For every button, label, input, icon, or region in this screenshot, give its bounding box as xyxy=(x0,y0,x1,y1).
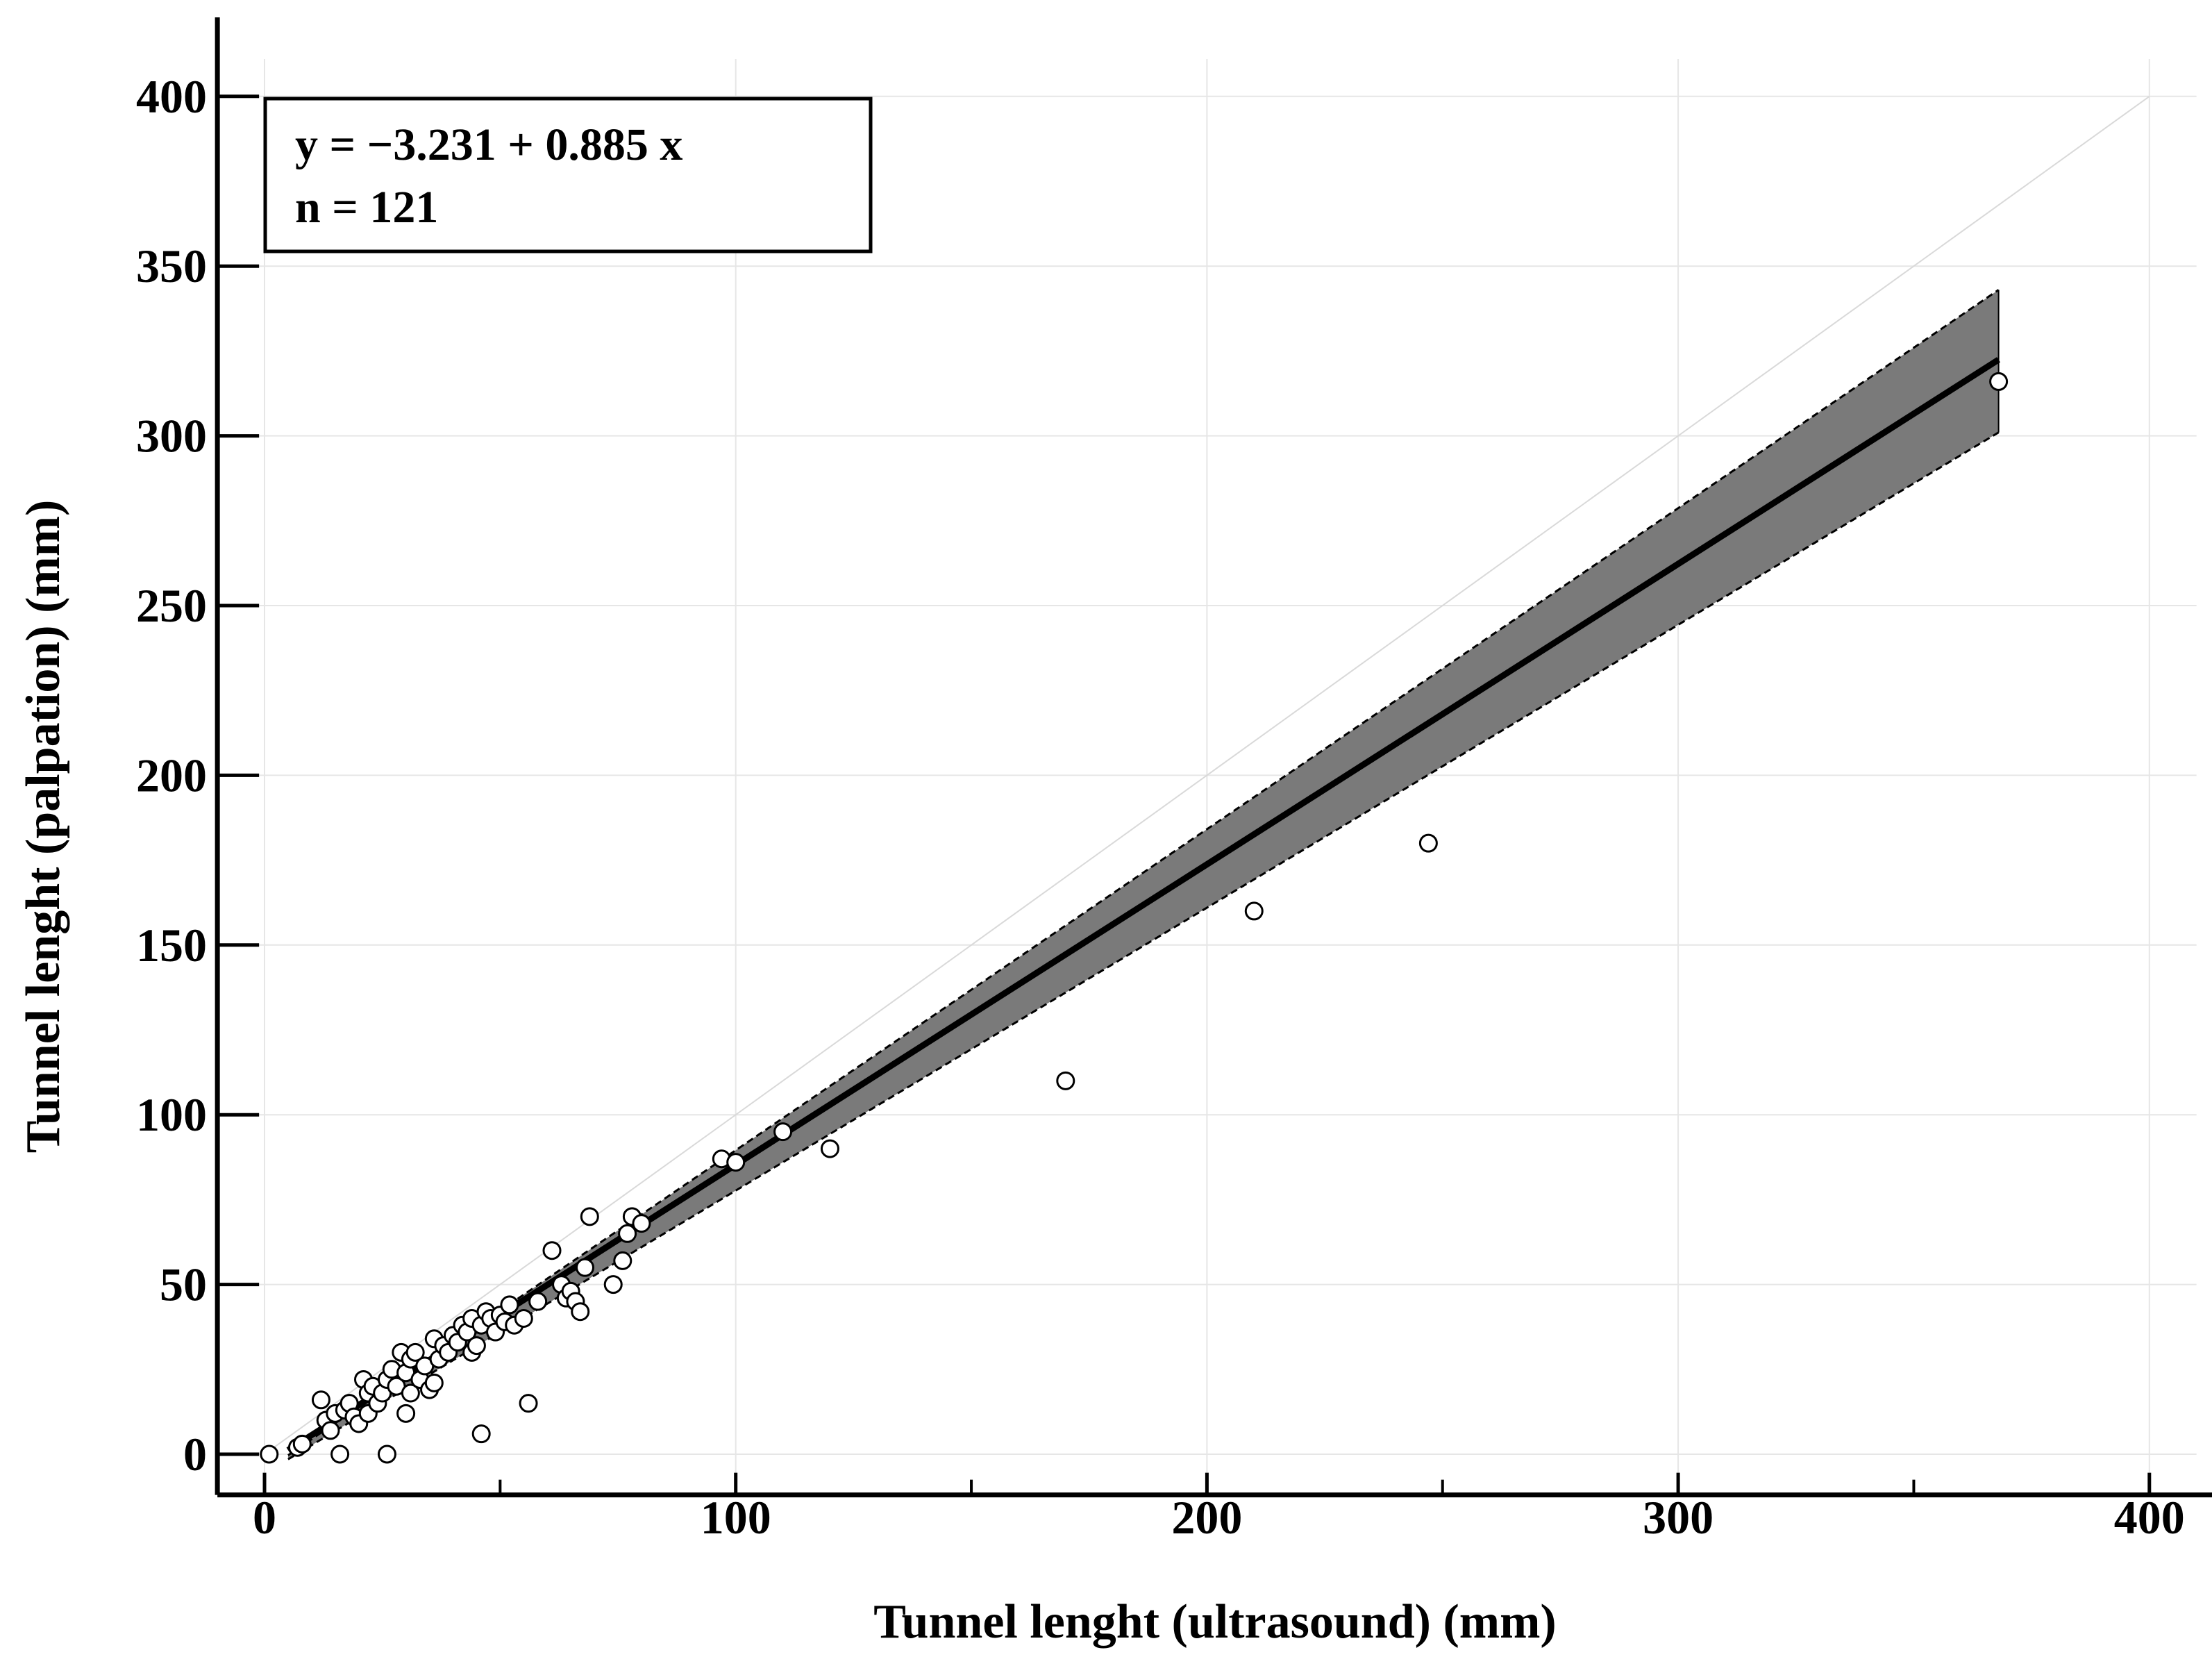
data-point xyxy=(1418,833,1438,853)
data-point xyxy=(514,1308,533,1328)
y-tick-label: 250 xyxy=(136,579,207,632)
data-point xyxy=(377,1444,396,1464)
data-point xyxy=(330,1444,350,1464)
regression-line-path xyxy=(286,357,2001,1453)
data-point xyxy=(467,1336,486,1356)
y-tick-label: 50 xyxy=(160,1258,207,1311)
tick-labels: 0 100 200 300 400 0 50 100 150 200 250 300 350 400 xyxy=(136,70,2185,1544)
identity-line-path xyxy=(264,95,2150,1455)
grid-lines xyxy=(217,59,2197,1495)
data-point xyxy=(820,1139,839,1158)
x-tick-label: 200 xyxy=(1171,1491,1242,1544)
y-tick-label: 0 xyxy=(183,1428,207,1481)
data-point xyxy=(1244,901,1264,921)
data-points xyxy=(260,372,2009,1464)
data-point xyxy=(401,1383,420,1403)
data-point xyxy=(311,1390,330,1410)
y-tick-label: 400 xyxy=(136,70,207,123)
y-tick-label: 150 xyxy=(136,919,207,972)
data-point xyxy=(405,1342,425,1362)
data-point xyxy=(613,1251,632,1270)
sample-size-text: n = 121 xyxy=(295,182,438,233)
data-point xyxy=(571,1302,590,1322)
data-point xyxy=(618,1224,637,1243)
x-tick-label: 300 xyxy=(1643,1491,1714,1544)
regression-line xyxy=(286,357,2001,1453)
data-point xyxy=(260,1444,279,1464)
data-point xyxy=(603,1275,623,1294)
data-point xyxy=(396,1404,416,1423)
data-point xyxy=(726,1153,746,1172)
data-point xyxy=(632,1214,651,1233)
x-tick-label: 0 xyxy=(253,1491,276,1544)
data-point xyxy=(500,1295,519,1315)
data-point xyxy=(471,1424,491,1444)
x-axis-title: Tunnel lenght (ultrasound) (mm) xyxy=(873,1595,1556,1649)
data-point xyxy=(576,1258,595,1277)
y-axis-title: Tunnel lenght (palpation) (mm) xyxy=(17,500,70,1154)
data-point xyxy=(519,1394,538,1413)
x-tick-label: 400 xyxy=(2114,1491,2185,1544)
equation-box: y = −3.231 + 0.885 x n = 121 xyxy=(263,97,873,253)
data-point xyxy=(773,1122,793,1142)
y-tick-label: 350 xyxy=(136,240,207,292)
equation-text: y = −3.231 + 0.885 x xyxy=(295,119,682,170)
data-point xyxy=(321,1421,340,1440)
identity-line xyxy=(264,95,2150,1455)
data-point xyxy=(292,1434,312,1454)
x-tick-label: 100 xyxy=(701,1491,771,1544)
data-point xyxy=(580,1207,599,1226)
y-tick-label: 300 xyxy=(136,410,207,463)
confidence-band-upper xyxy=(287,289,2000,1456)
data-point xyxy=(424,1373,444,1392)
data-point xyxy=(1989,372,2009,391)
axes xyxy=(215,17,2212,1498)
data-point xyxy=(1056,1071,1075,1090)
y-tick-label: 200 xyxy=(136,749,207,801)
confidence-band-area xyxy=(287,290,1999,1460)
data-point xyxy=(528,1292,548,1311)
y-tick-label: 100 xyxy=(136,1088,207,1141)
data-point xyxy=(542,1241,562,1260)
